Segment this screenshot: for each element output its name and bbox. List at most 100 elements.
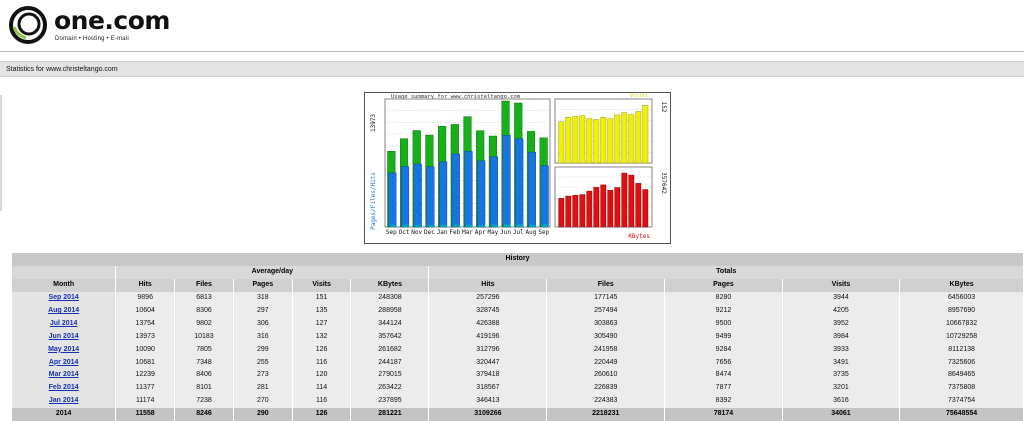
table-cell: 303863 <box>547 317 665 331</box>
month-cell: Aug 2014 <box>12 304 116 318</box>
column-header-pages-total: Pages <box>665 278 782 292</box>
month-link[interactable]: Feb 2014 <box>48 384 79 392</box>
group-spacer <box>12 265 116 279</box>
table-cell: 9212 <box>665 304 782 318</box>
table-cell: 127 <box>292 317 351 331</box>
x-tick-label: Mar <box>462 229 473 236</box>
table-cell: 10090 <box>116 343 175 357</box>
table-cell: 10183 <box>175 330 233 344</box>
table-cell: 237895 <box>351 394 429 408</box>
files-bar <box>439 161 448 228</box>
table-cell: 7805 <box>175 343 233 357</box>
table-cell: 8474 <box>665 369 782 382</box>
visits-bar <box>607 118 614 164</box>
one-com-logo-icon <box>9 6 47 44</box>
usage-summary-chart: Usage summary for www.christeltango.com S… <box>364 92 671 244</box>
table-cell: 4205 <box>782 304 900 318</box>
pages-bar <box>491 224 498 227</box>
month-link[interactable]: Mar 2014 <box>48 371 79 379</box>
table-cell: 305490 <box>547 330 665 344</box>
x-tick-label: Jun <box>500 229 511 236</box>
table-cell: 244187 <box>351 356 429 370</box>
table-cell: 132 <box>292 330 351 344</box>
files-bar <box>400 166 410 228</box>
table-row: May 2014 10090 7805 299 126 261682 312796 24195… <box>12 343 1023 357</box>
month-link[interactable]: Sep 2014 <box>48 294 79 302</box>
x-tick-label: Jul <box>513 229 524 236</box>
table-cell: 3201 <box>782 381 900 395</box>
column-header-visits-total: Visits <box>782 278 900 292</box>
files-bar <box>515 138 524 228</box>
kbytes-bar <box>593 187 600 228</box>
table-cell: 6456003 <box>900 291 1023 305</box>
table-cell: 13973 <box>116 330 175 344</box>
column-header-files-total: Files <box>547 278 665 292</box>
table-cell: 3984 <box>782 330 900 344</box>
table-cell: 257494 <box>547 304 665 318</box>
table-cell: 320447 <box>429 356 547 370</box>
table-cell: 7325606 <box>900 356 1023 370</box>
table-row: Aug 2014 10604 8306 297 135 288958 328745 25749… <box>12 304 1023 318</box>
page-title: Statistics for www.christeltango.com <box>6 66 118 73</box>
table-cell: 126 <box>292 343 351 357</box>
total-cell: 75648554 <box>900 407 1023 421</box>
visits-axis-max-label: 152 <box>660 102 667 113</box>
kbytes-bar <box>565 195 572 228</box>
total-cell: 8246 <box>175 407 233 421</box>
x-tick-label: Apr <box>475 229 486 236</box>
table-cell: 306 <box>233 317 292 331</box>
column-header-pages-avg: Pages <box>233 278 292 292</box>
pages-bar <box>516 224 524 227</box>
month-link[interactable]: Apr 2014 <box>48 358 79 366</box>
total-cell: 3109266 <box>429 407 547 421</box>
table-cell: 116 <box>292 394 351 408</box>
pages-bar <box>402 224 409 227</box>
visits-bar <box>642 105 649 164</box>
visits-legend: Visits <box>630 93 648 99</box>
month-link[interactable]: Jan 2014 <box>48 397 79 405</box>
table-cell: 318 <box>233 291 292 305</box>
brand-logo[interactable]: one.com Domain • Hosting • E-mail <box>8 5 208 47</box>
month-cell: Apr 2014 <box>12 356 116 370</box>
month-cell: Sep 2014 <box>12 291 116 305</box>
files-bar <box>527 151 537 228</box>
kbytes-bar <box>558 198 565 228</box>
column-header-hits-total: Hits <box>429 278 547 292</box>
table-cell: 114 <box>292 381 351 395</box>
table-cell: 135 <box>292 304 351 318</box>
visits-bar <box>565 117 572 164</box>
total-cell: 281221 <box>351 407 429 421</box>
column-header-hits-avg: Hits <box>116 278 175 292</box>
files-bar <box>426 166 435 228</box>
month-link[interactable]: Aug 2014 <box>48 307 80 314</box>
column-header-month: Month <box>12 278 116 292</box>
files-bar <box>540 165 549 228</box>
month-link[interactable]: Jun 2014 <box>48 332 79 340</box>
table-cell: 7238 <box>175 394 233 408</box>
kbytes-bar <box>579 194 586 228</box>
files-bar <box>388 172 397 228</box>
table-cell: 357642 <box>351 330 429 344</box>
table-cell: 177145 <box>547 291 665 305</box>
visits-bar <box>558 121 565 164</box>
table-cell: 419196 <box>429 330 547 344</box>
table-cell: 9896 <box>116 291 175 305</box>
total-cell: 126 <box>292 407 351 421</box>
kbytes-legend: KBytes <box>628 233 650 240</box>
table-row: Apr 2014 10681 7348 255 116 244187 320447 22044… <box>12 356 1023 370</box>
table-cell: 318567 <box>429 381 547 395</box>
pages-bar <box>389 224 397 227</box>
kbytes-bar <box>628 174 635 228</box>
files-bar <box>413 163 422 228</box>
visits-bar <box>593 119 600 164</box>
x-tick-label: Oct <box>399 229 410 236</box>
total-cell: 11558 <box>116 407 175 421</box>
month-cell: Feb 2014 <box>12 381 116 395</box>
x-tick-label: Jan <box>437 229 448 236</box>
month-link[interactable]: May 2014 <box>48 345 80 353</box>
kbytes-bar <box>600 184 607 228</box>
month-link[interactable]: Jul 2014 <box>49 319 78 327</box>
history-table: History Average/day Totals Month Hits File… <box>11 253 1024 421</box>
table-row: Jul 2014 13754 9802 306 127 344124 426388 30386… <box>12 317 1023 331</box>
table-cell: 226839 <box>547 381 665 395</box>
